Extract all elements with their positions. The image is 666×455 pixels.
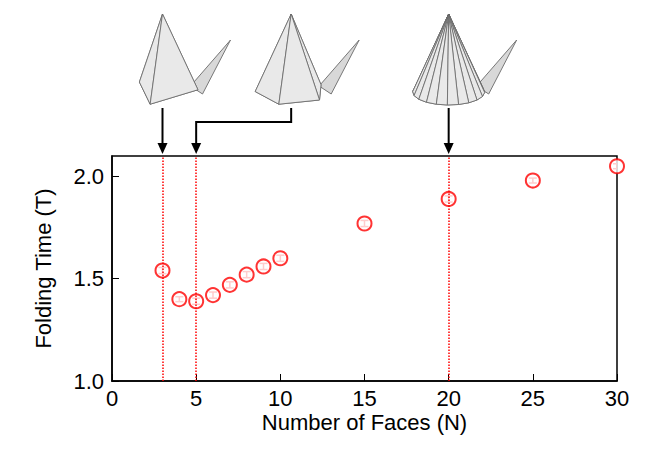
svg-text:15: 15 (352, 386, 376, 411)
svg-text:0: 0 (106, 386, 118, 411)
svg-text:25: 25 (521, 386, 545, 411)
svg-text:10: 10 (268, 386, 292, 411)
svg-text:1.0: 1.0 (73, 369, 104, 394)
svg-text:Folding Time (T): Folding Time (T) (31, 188, 56, 348)
svg-text:2.0: 2.0 (73, 164, 104, 189)
svg-text:20: 20 (436, 386, 460, 411)
svg-text:30: 30 (605, 386, 629, 411)
svg-text:Number of Faces (N): Number of Faces (N) (262, 410, 467, 435)
svg-text:5: 5 (190, 386, 202, 411)
svg-text:1.5: 1.5 (73, 266, 104, 291)
